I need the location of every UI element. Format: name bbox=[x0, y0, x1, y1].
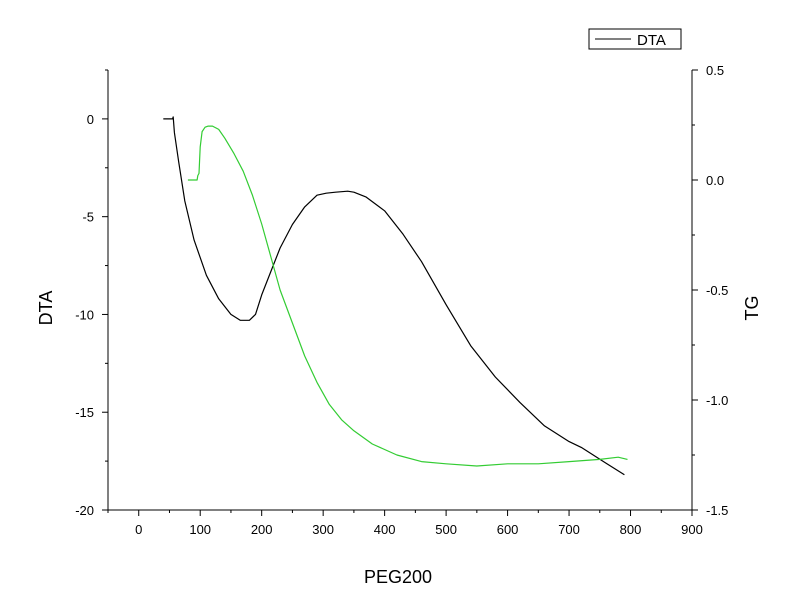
legend-label-dta: DTA bbox=[637, 32, 666, 49]
series-line-dta bbox=[163, 116, 625, 476]
x-axis: 0 100 200 300 400 500 600 700 800 900 bbox=[107, 510, 703, 537]
x-tick-label: 0 bbox=[135, 522, 142, 537]
y-axis-right: -1.5 -1.0 -0.5 0.0 0.5 bbox=[692, 63, 728, 518]
x-tick-label: 400 bbox=[374, 522, 396, 537]
plot-frame bbox=[107, 70, 693, 511]
legend-box bbox=[588, 28, 682, 50]
x-tick-label: 200 bbox=[251, 522, 273, 537]
x-tick-label: 300 bbox=[312, 522, 334, 537]
y-axis-left: -20 -15 -10 -5 0 bbox=[75, 69, 108, 518]
y-left-tick-label: -20 bbox=[75, 503, 94, 518]
y-left-tick-label: -5 bbox=[82, 210, 94, 225]
x-tick-label: 500 bbox=[435, 522, 457, 537]
y-right-tick-label: 0.5 bbox=[706, 63, 724, 78]
y-axis-left-label: DTA bbox=[36, 291, 56, 326]
x-tick-label: 900 bbox=[681, 522, 703, 537]
y-right-tick-label: -1.0 bbox=[706, 393, 728, 408]
legend: DTA bbox=[588, 28, 682, 50]
series-line-tg bbox=[187, 125, 628, 467]
x-axis-label: PEG200 bbox=[364, 567, 432, 587]
y-left-tick-label: 0 bbox=[87, 112, 94, 127]
x-tick-label: 700 bbox=[558, 522, 580, 537]
y-left-tick-label: -10 bbox=[75, 307, 94, 322]
y-axis-right-label: TG bbox=[742, 296, 762, 321]
x-tick-label: 600 bbox=[497, 522, 519, 537]
y-right-tick-label: 0.0 bbox=[706, 173, 724, 188]
x-tick-label: 100 bbox=[189, 522, 211, 537]
y-left-tick-label: -15 bbox=[75, 405, 94, 420]
x-tick-label: 800 bbox=[620, 522, 642, 537]
y-right-tick-label: -0.5 bbox=[706, 283, 728, 298]
series-layer bbox=[163, 116, 628, 476]
y-right-tick-label: -1.5 bbox=[706, 503, 728, 518]
